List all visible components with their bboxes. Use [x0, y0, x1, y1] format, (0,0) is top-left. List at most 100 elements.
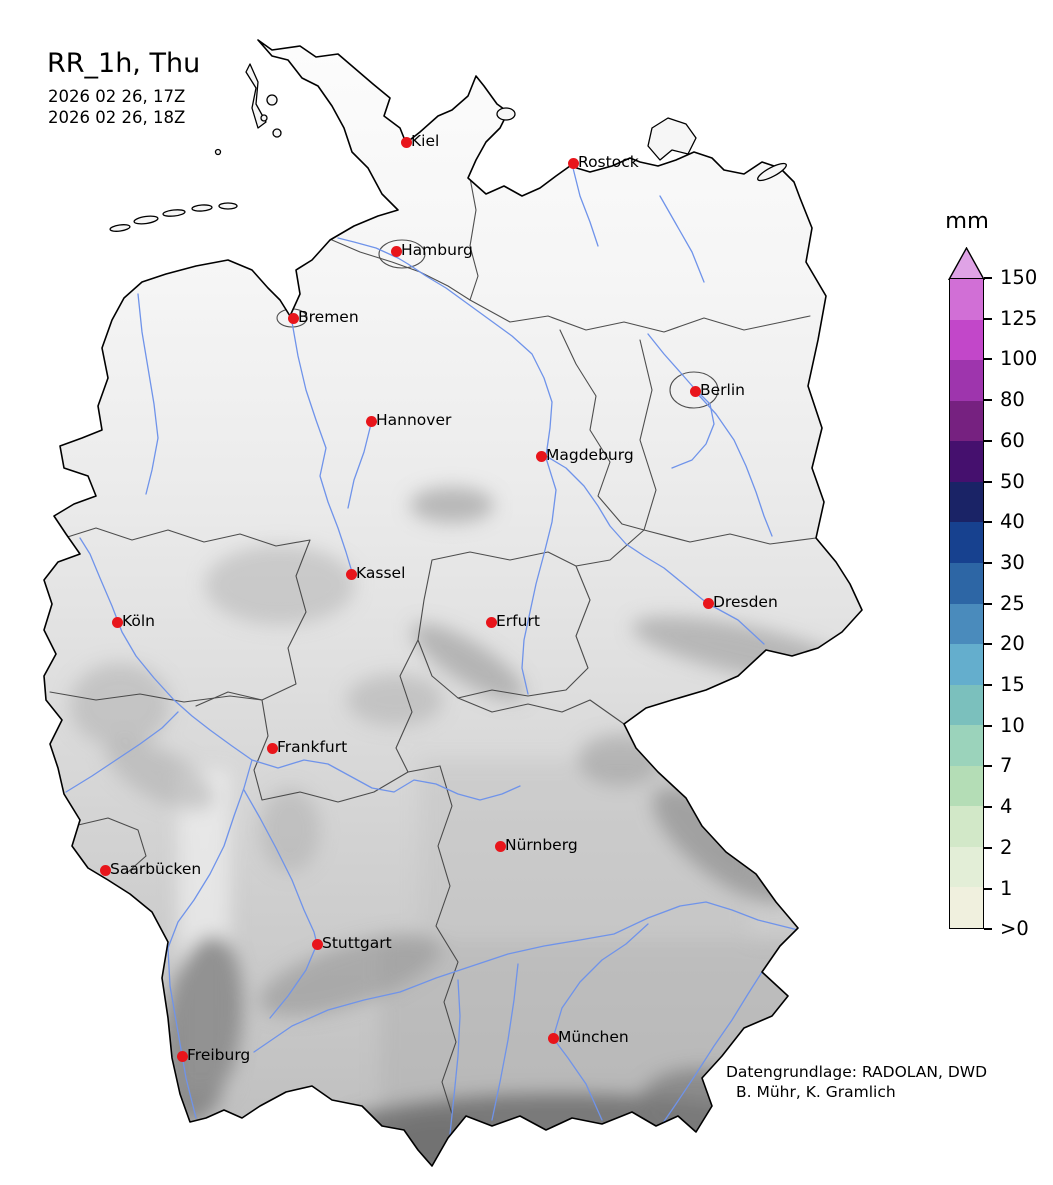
- city-dot: [547, 1032, 559, 1044]
- colorbar-tick-label: 7: [1000, 754, 1013, 778]
- colorbar-tick-label: 125: [1000, 306, 1038, 330]
- colorbar-tick: [984, 887, 992, 890]
- valid-to: 2026 02 26, 18Z: [48, 108, 186, 127]
- city-dot: [266, 742, 278, 754]
- colorbar-band: [950, 360, 983, 401]
- city-dot: [111, 616, 123, 628]
- colorbar-scale: [949, 278, 984, 929]
- colorbar-tick-label: 4: [1000, 795, 1013, 819]
- colorbar-tick-label: 60: [1000, 428, 1025, 452]
- colorbar-tick-label: 150: [1000, 266, 1038, 290]
- city-dot: [176, 1050, 188, 1062]
- colorbar-tick: [984, 684, 992, 686]
- colorbar-tick-label: 50: [1000, 469, 1025, 493]
- colorbar-tick: [984, 277, 992, 279]
- colorbar-band: [950, 887, 983, 928]
- colorbar-band: [950, 319, 983, 361]
- colorbar-tick-label: 80: [1000, 388, 1025, 412]
- colorbar-tick: [984, 439, 992, 442]
- state-borders: [49, 177, 817, 1115]
- colorbar-band: [950, 725, 983, 766]
- colorbar-tick: [984, 358, 992, 361]
- colorbar-band: [950, 562, 983, 604]
- rivers: [65, 167, 799, 1137]
- colorbar-band: [950, 400, 983, 442]
- city-label: Köln: [122, 612, 156, 630]
- city-dot: [567, 157, 579, 169]
- colorbar-tick: [984, 399, 992, 402]
- colorbar-tick: [984, 317, 992, 320]
- colorbar-tick: [984, 521, 992, 524]
- colorbar-tick-label: 20: [1000, 632, 1025, 656]
- data-credits: Datengrundlage: RADOLAN, DWD B. Mühr, K.…: [726, 1063, 987, 1102]
- colorbar-tick-label: 15: [1000, 673, 1025, 697]
- colorbar-tick: [984, 928, 992, 930]
- colorbar-tick: [984, 643, 992, 646]
- city-label: München: [558, 1028, 629, 1046]
- colorbar-tick-label: 1: [1000, 876, 1013, 900]
- colorbar-band: [950, 481, 983, 523]
- colorbar-tick-label: 30: [1000, 550, 1025, 574]
- colorbar-tick: [984, 765, 992, 768]
- colorbar-band: [950, 644, 983, 685]
- city-label: Dresden: [713, 593, 778, 611]
- valid-time-block: 2026 02 26, 17Z 2026 02 26, 18Z: [48, 86, 185, 128]
- city-dot: [311, 938, 323, 950]
- city-label: Hannover: [376, 411, 452, 429]
- colorbar-overflow-arrow: [948, 247, 985, 280]
- city-label: Nürnberg: [505, 836, 578, 854]
- city-label: Frankfurt: [277, 738, 348, 756]
- colorbar-tick-label: 25: [1000, 591, 1025, 615]
- city-dot: [390, 245, 402, 257]
- colorbar-band: [950, 806, 983, 847]
- colorbar-tick-label: 100: [1000, 347, 1038, 371]
- city-dot: [345, 568, 357, 580]
- colorbar-band: [950, 846, 983, 888]
- city-label: Berlin: [700, 381, 745, 399]
- colorbar-band: [950, 279, 983, 320]
- city-label: Hamburg: [401, 241, 473, 259]
- colorbar: mm: [945, 208, 1053, 947]
- city-label: Kassel: [356, 564, 406, 582]
- city-dot: [365, 415, 377, 427]
- colorbar-tick: [984, 846, 992, 849]
- colorbar-tick-label: 2: [1000, 835, 1013, 859]
- city-dot: [702, 597, 714, 609]
- city-dot: [99, 864, 111, 876]
- city-dot: [485, 616, 497, 628]
- city-dot: [400, 136, 412, 148]
- city-label: Kiel: [411, 132, 440, 150]
- colorbar-tick: [984, 602, 992, 605]
- credit-line-authors: B. Mühr, K. Gramlich: [736, 1082, 896, 1101]
- city-label: Rostock: [578, 153, 639, 171]
- city-dot: [287, 312, 299, 324]
- colorbar-tick: [984, 724, 992, 727]
- city-label: Erfurt: [496, 612, 540, 630]
- colorbar-band: [950, 684, 983, 726]
- city-label: Bremen: [298, 308, 359, 326]
- colorbar-tick: [984, 561, 992, 564]
- colorbar-band: [950, 522, 983, 563]
- city-label: Stuttgart: [322, 934, 392, 952]
- page-title: RR_1h, Thu: [47, 48, 201, 79]
- colorbar-band: [950, 765, 983, 807]
- colorbar-tick-label: >0: [1000, 917, 1029, 941]
- colorbar-tick: [984, 480, 992, 483]
- colorbar-tick-label: 10: [1000, 713, 1025, 737]
- colorbar-unit-label: mm: [945, 208, 989, 234]
- islands: [109, 63, 787, 232]
- credit-line-source: Datengrundlage: RADOLAN, DWD: [726, 1063, 988, 1081]
- city-dot: [535, 450, 547, 462]
- city-label: Magdeburg: [546, 446, 634, 464]
- valid-from: 2026 02 26, 17Z: [48, 87, 186, 106]
- colorbar-tick-label: 40: [1000, 510, 1025, 534]
- colorbar-band: [950, 441, 983, 482]
- colorbar-band: [950, 603, 983, 645]
- city-dot: [494, 840, 506, 852]
- city-label: Saarbücken: [110, 860, 202, 878]
- city-dot: [689, 385, 701, 397]
- city-label: Freiburg: [187, 1046, 251, 1064]
- colorbar-tick: [984, 806, 992, 809]
